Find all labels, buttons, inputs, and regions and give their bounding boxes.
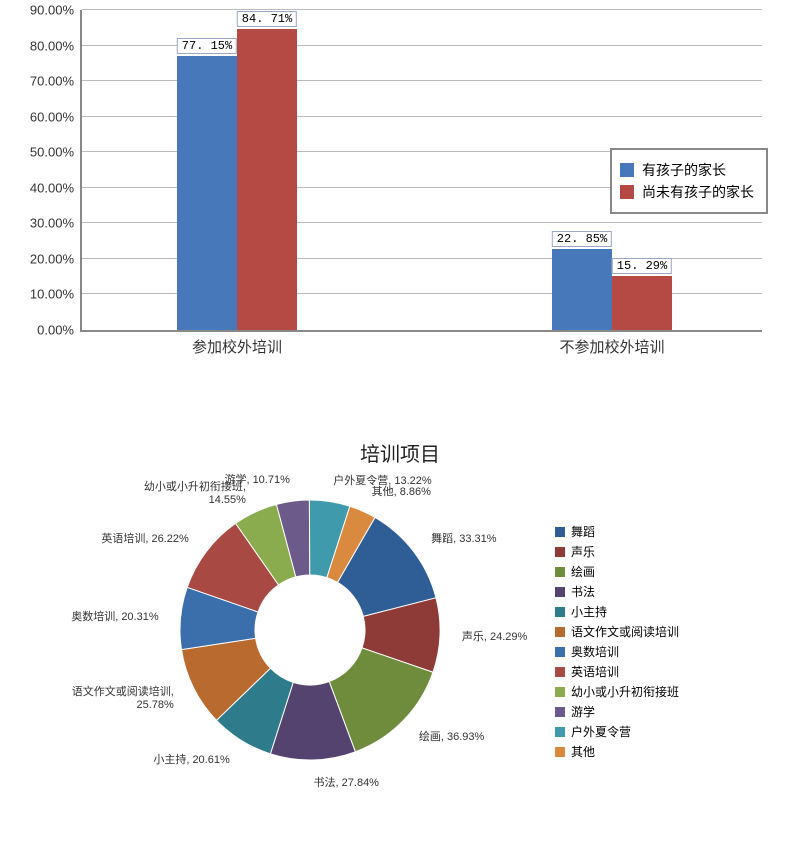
donut-svg	[160, 480, 460, 780]
legend-swatch	[555, 727, 565, 737]
legend-label: 游学	[571, 703, 595, 720]
bar: 22. 85%	[552, 249, 612, 330]
gridline	[82, 9, 762, 10]
y-axis-tick: 0.00%	[37, 323, 74, 338]
x-axis-category: 不参加校外培训	[559, 336, 664, 357]
donut-slice-label: 其他, 8.86%	[372, 483, 431, 499]
y-axis-tick: 90.00%	[30, 3, 74, 18]
legend-label: 有孩子的家长	[642, 160, 726, 180]
bar: 77. 15%	[177, 56, 237, 330]
donut-title: 培训项目	[360, 438, 440, 467]
donut-slice-label: 舞蹈, 33.31%	[431, 530, 496, 546]
bar-value-label: 22. 85%	[552, 231, 612, 247]
legend-swatch	[555, 707, 565, 717]
donut-slice-label: 奥数培训, 20.31%	[71, 608, 158, 624]
legend-item: 绘画	[555, 563, 679, 580]
legend-label: 户外夏令营	[571, 723, 631, 740]
legend-swatch	[620, 185, 634, 199]
x-axis-category: 参加校外培训	[192, 336, 282, 357]
donut-legend: 舞蹈声乐绘画书法小主持语文作文或阅读培训奥数培训英语培训幼小或小升初衔接班游学户…	[555, 520, 679, 763]
legend-item: 幼小或小升初衔接班	[555, 683, 679, 700]
legend-label: 其他	[571, 743, 595, 760]
y-axis-tick: 20.00%	[30, 251, 74, 266]
legend-label: 奥数培训	[571, 643, 619, 660]
legend-item: 舞蹈	[555, 523, 679, 540]
legend-item: 语文作文或阅读培训	[555, 623, 679, 640]
legend-item: 游学	[555, 703, 679, 720]
y-axis-tick: 10.00%	[30, 287, 74, 302]
bar-chart: 0.00% 10.00% 20.00% 30.00% 40.00% 50.00% 60.00…	[0, 0, 800, 390]
legend-label: 尚未有孩子的家长	[642, 182, 754, 202]
legend-item: 户外夏令营	[555, 723, 679, 740]
y-axis-tick: 30.00%	[30, 216, 74, 231]
legend-item: 书法	[555, 583, 679, 600]
legend-label: 幼小或小升初衔接班	[571, 683, 679, 700]
donut-slice-label: 声乐, 24.29%	[462, 628, 527, 644]
legend-item: 有孩子的家长	[620, 160, 754, 180]
legend-label: 小主持	[571, 603, 607, 620]
page: 0.00% 10.00% 20.00% 30.00% 40.00% 50.00% 60.00…	[0, 0, 800, 850]
y-axis-tick: 40.00%	[30, 180, 74, 195]
donut-chart: 培训项目 舞蹈, 33.31% 声乐, 24.29% 绘画, 36.93% 书法, 2…	[0, 420, 800, 850]
legend-item: 奥数培训	[555, 643, 679, 660]
legend-label: 英语培训	[571, 663, 619, 680]
legend-swatch	[555, 747, 565, 757]
legend-item: 声乐	[555, 543, 679, 560]
legend-swatch	[555, 667, 565, 677]
y-axis-tick: 50.00%	[30, 145, 74, 160]
bar: 15. 29%	[612, 276, 672, 330]
legend-item: 其他	[555, 743, 679, 760]
bar-value-label: 77. 15%	[177, 38, 237, 54]
donut-slice-label: 绘画, 36.93%	[419, 728, 484, 744]
y-axis-tick: 80.00%	[30, 38, 74, 53]
legend-label: 书法	[571, 583, 595, 600]
legend-swatch	[555, 527, 565, 537]
legend-swatch	[555, 627, 565, 637]
legend-item: 英语培训	[555, 663, 679, 680]
legend-swatch	[555, 647, 565, 657]
y-axis-tick: 70.00%	[30, 74, 74, 89]
donut-slice-label: 书法, 27.84%	[314, 774, 379, 790]
bar: 84. 71%	[237, 29, 297, 330]
bar-value-label: 15. 29%	[612, 258, 672, 274]
donut-slice-label: 英语培训, 26.22%	[101, 530, 188, 546]
donut-slice-label: 游学, 10.71%	[224, 471, 289, 487]
legend-item: 小主持	[555, 603, 679, 620]
legend-swatch	[555, 587, 565, 597]
legend-swatch	[555, 607, 565, 617]
y-axis-tick: 60.00%	[30, 109, 74, 124]
bar-legend: 有孩子的家长尚未有孩子的家长	[610, 148, 768, 214]
legend-item: 尚未有孩子的家长	[620, 182, 754, 202]
legend-swatch	[555, 567, 565, 577]
legend-label: 语文作文或阅读培训	[571, 623, 679, 640]
legend-swatch	[555, 547, 565, 557]
bar-value-label: 84. 71%	[237, 11, 297, 27]
legend-label: 舞蹈	[571, 523, 595, 540]
donut-slice-label: 小主持, 20.61%	[153, 751, 229, 767]
legend-swatch	[620, 163, 634, 177]
donut-slice-label: 语文作文或阅读培训,25.78%	[72, 683, 174, 711]
legend-label: 声乐	[571, 543, 595, 560]
legend-swatch	[555, 687, 565, 697]
legend-label: 绘画	[571, 563, 595, 580]
